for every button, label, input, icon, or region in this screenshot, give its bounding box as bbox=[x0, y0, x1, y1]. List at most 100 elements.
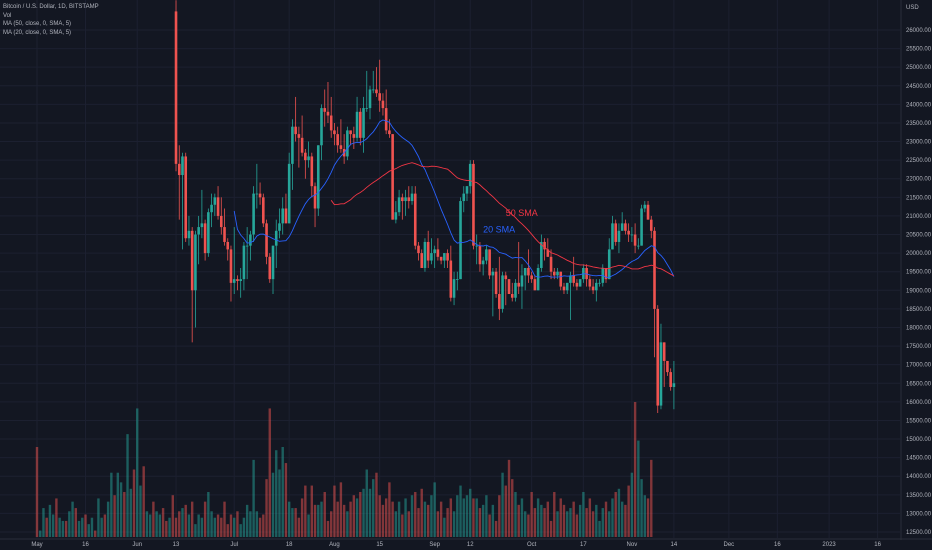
candle-body bbox=[540, 241, 543, 268]
candle-body bbox=[520, 275, 524, 287]
volume-bar bbox=[530, 492, 533, 537]
candle-body bbox=[478, 245, 482, 265]
candle-body bbox=[197, 227, 200, 235]
candle-body bbox=[200, 223, 204, 228]
candle-body bbox=[633, 234, 637, 246]
time-tick-label: 16 bbox=[874, 542, 881, 548]
volume-bar bbox=[45, 517, 48, 537]
candle-body bbox=[417, 245, 420, 254]
volume-bar bbox=[572, 501, 575, 537]
candle-body bbox=[604, 267, 608, 280]
volume-bar bbox=[258, 517, 262, 537]
ma20-legend[interactable]: MA (20, close, 0, SMA, 5) bbox=[3, 29, 72, 36]
candle-body bbox=[472, 163, 475, 246]
candle-body bbox=[274, 230, 278, 246]
candle-body bbox=[552, 271, 556, 276]
volume-bar bbox=[297, 517, 301, 537]
volume-bar bbox=[433, 482, 436, 537]
candle-body bbox=[258, 193, 262, 198]
volume-bar bbox=[540, 504, 543, 537]
volume-bar bbox=[591, 511, 595, 537]
volume-bar bbox=[643, 495, 647, 537]
candle-body bbox=[181, 156, 184, 176]
volume-bar bbox=[210, 511, 213, 537]
price-axis[interactable]: 12500.00 13000.00 13500.00 14000.00 14500.00… bbox=[900, 0, 932, 540]
volume-bar bbox=[81, 517, 84, 537]
volume-bar bbox=[430, 495, 433, 537]
price-tick-label: 24500.00 bbox=[906, 84, 932, 90]
volume-bar bbox=[588, 498, 592, 537]
candle-body bbox=[242, 245, 246, 280]
volume-bar bbox=[601, 508, 604, 537]
candle-body bbox=[232, 279, 236, 283]
volume-bar bbox=[42, 508, 45, 537]
candle-body bbox=[459, 201, 462, 280]
candle-body bbox=[656, 308, 660, 406]
volume-bar bbox=[216, 514, 220, 537]
volume-bar bbox=[417, 508, 420, 537]
candle-body bbox=[326, 111, 330, 116]
candle-body bbox=[320, 108, 323, 146]
ma50-legend[interactable]: MA (50, close, 0, SMA, 5) bbox=[3, 21, 72, 27]
candle-body bbox=[614, 223, 618, 242]
volume-bar bbox=[168, 517, 171, 537]
volume-bar bbox=[624, 504, 627, 537]
volume-bar bbox=[627, 485, 630, 537]
volume-bar bbox=[48, 504, 52, 537]
candle-body bbox=[611, 223, 614, 250]
volume-bar bbox=[223, 501, 226, 537]
candle-body bbox=[174, 11, 178, 164]
volume-bar bbox=[84, 514, 87, 537]
volume-bar bbox=[585, 508, 588, 537]
volume-bar bbox=[339, 482, 343, 537]
price-tick-label: 24000.00 bbox=[906, 102, 932, 108]
volume-bar bbox=[469, 488, 472, 537]
candle-body bbox=[394, 212, 398, 220]
volume-bar bbox=[608, 511, 611, 537]
volume-bar bbox=[197, 514, 200, 537]
symbol-title[interactable]: Bitcoin / U.S. Dollar, 1D, BITSTAMP bbox=[3, 4, 99, 10]
volume-bar bbox=[158, 514, 162, 537]
candle-body bbox=[666, 360, 669, 373]
time-tick-label: 16 bbox=[82, 542, 89, 548]
candle-body bbox=[378, 93, 381, 101]
candle-body bbox=[391, 134, 394, 220]
volume-bar bbox=[129, 488, 132, 537]
volume-bar bbox=[543, 508, 546, 537]
candle-body bbox=[501, 275, 504, 309]
time-axis[interactable]: May 16 Jun 13 Jul 18 Aug 15 Sep 12 Oct 17 Nov 14 Dec 16… bbox=[0, 538, 932, 548]
volume-legend[interactable]: Vol bbox=[3, 12, 12, 19]
volume-bar bbox=[365, 469, 368, 537]
candle-body bbox=[184, 156, 188, 239]
volume-bar bbox=[475, 498, 478, 537]
time-tick-label: Sep bbox=[429, 542, 440, 548]
price-tick-label: 13000.00 bbox=[906, 511, 932, 517]
volume-bar bbox=[637, 440, 640, 537]
volume-bar bbox=[187, 514, 191, 537]
volume-bar bbox=[511, 479, 514, 537]
candle-body bbox=[449, 260, 453, 298]
candle-body bbox=[249, 234, 252, 246]
volume-bar bbox=[323, 492, 326, 537]
candle-body bbox=[669, 372, 672, 387]
currency-label: USD bbox=[906, 5, 919, 11]
volume-bar bbox=[384, 498, 388, 537]
volume-bar bbox=[262, 514, 265, 537]
volume-bar bbox=[443, 517, 446, 537]
volume-bar bbox=[307, 514, 310, 537]
price-tick-label: 23500.00 bbox=[906, 121, 932, 127]
candle-body bbox=[355, 111, 359, 138]
volume-bar bbox=[226, 524, 229, 537]
volume-bar bbox=[620, 501, 624, 537]
candle-body bbox=[556, 271, 559, 276]
candle-body bbox=[430, 253, 433, 261]
volume-bar bbox=[517, 504, 520, 537]
price-tick-label: 25000.00 bbox=[906, 65, 932, 71]
candle-body bbox=[278, 223, 281, 231]
volume-bar bbox=[239, 524, 242, 537]
candle-body bbox=[310, 156, 314, 187]
volume-bar bbox=[611, 498, 614, 537]
candle-body bbox=[494, 271, 498, 295]
candle-body bbox=[672, 383, 676, 387]
